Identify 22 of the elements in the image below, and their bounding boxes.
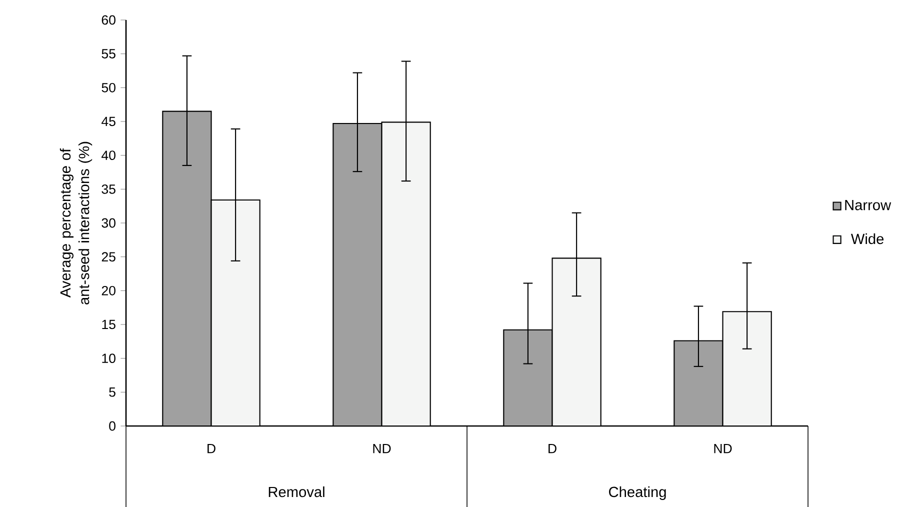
y-tick-label: 45 <box>102 116 116 126</box>
y-tick-label: 60 <box>102 15 116 24</box>
x-tick-label: ND <box>714 444 732 453</box>
x-tick-label: D <box>208 444 216 453</box>
x-tick-label: D <box>548 444 556 453</box>
y-tick-label: 10 <box>102 353 116 363</box>
y-tick-label: 15 <box>102 320 116 329</box>
y-tick-label: 40 <box>102 150 116 160</box>
y-tick-label: 50 <box>102 82 116 92</box>
text: Cheating <box>609 486 666 500</box>
legend-label: Wide <box>850 233 884 244</box>
y-tick-label: 0 <box>109 421 116 431</box>
y-tick-label: 35 <box>102 184 116 194</box>
y-tick-label: 30 <box>102 218 116 228</box>
y-tick-label: 55 <box>102 48 116 58</box>
y-axis-title: Average percentage of ant-seed interactions (%) <box>60 142 92 304</box>
y-tick-label: 20 <box>102 286 116 296</box>
text: Removal <box>268 486 324 497</box>
y-tick-label: 25 <box>102 252 116 262</box>
y-tick-label: 5 <box>109 387 116 397</box>
legend-label: Narrow <box>845 200 892 210</box>
x-tick-label: ND <box>373 444 391 453</box>
